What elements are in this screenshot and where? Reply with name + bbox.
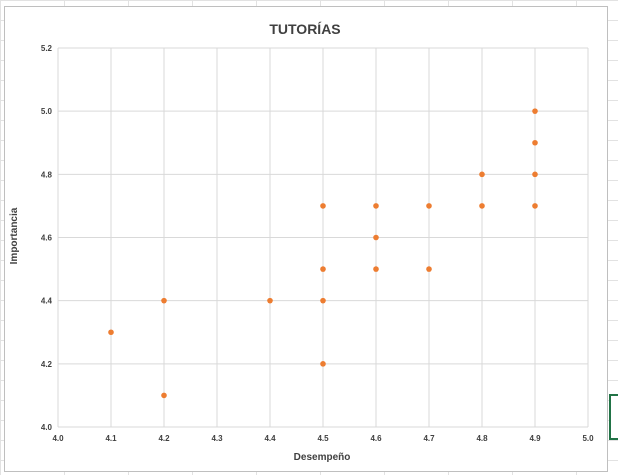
data-point bbox=[479, 203, 485, 209]
data-point bbox=[532, 203, 538, 209]
y-tick-label: 5.0 bbox=[41, 107, 53, 116]
chart-title: TUTORÍAS bbox=[269, 21, 340, 37]
data-point bbox=[320, 203, 326, 209]
y-tick-label: 4.0 bbox=[41, 423, 53, 432]
x-tick-label: 4.0 bbox=[52, 434, 64, 443]
x-axis-label: Desempeño bbox=[294, 452, 351, 463]
x-tick-label: 5.0 bbox=[582, 434, 594, 443]
chart-area[interactable] bbox=[4, 6, 608, 472]
data-point bbox=[320, 297, 326, 304]
data-point bbox=[320, 361, 326, 367]
x-tick-label: 4.9 bbox=[529, 434, 541, 443]
x-tick-label: 4.1 bbox=[105, 434, 117, 443]
data-point bbox=[532, 108, 538, 114]
gridlines bbox=[57, 47, 589, 428]
data-points bbox=[108, 108, 538, 399]
x-tick-label: 4.2 bbox=[158, 434, 170, 443]
data-point bbox=[426, 203, 432, 209]
x-tick-label: 4.7 bbox=[423, 434, 435, 443]
y-axis-label: Importancia bbox=[9, 207, 20, 264]
y-tick-label: 4.8 bbox=[41, 170, 53, 179]
data-point bbox=[267, 297, 273, 304]
x-tick-label: 4.8 bbox=[476, 434, 488, 443]
y-tick-label: 4.2 bbox=[41, 360, 53, 369]
x-tick-label: 4.3 bbox=[211, 434, 223, 443]
data-point bbox=[532, 171, 538, 178]
y-tick-label: 5.2 bbox=[41, 44, 53, 53]
data-point bbox=[320, 266, 326, 272]
data-point bbox=[373, 203, 379, 209]
data-point bbox=[426, 266, 432, 272]
data-point bbox=[161, 297, 167, 304]
y-tick-label: 4.4 bbox=[41, 297, 53, 306]
data-point bbox=[479, 171, 485, 178]
x-tick-label: 4.5 bbox=[317, 434, 329, 443]
data-point bbox=[108, 329, 114, 336]
x-tick-label: 4.6 bbox=[370, 434, 382, 443]
data-point bbox=[373, 266, 379, 272]
data-point bbox=[532, 139, 538, 146]
x-tick-label: 4.4 bbox=[264, 434, 276, 443]
x-axis-ticks: 4.0 4.1 4.2 4.3 4.4 4.5 4.6 4.7 4.8 4.9 5.0 bbox=[52, 434, 594, 443]
y-tick-label: 4.6 bbox=[41, 234, 53, 243]
data-point bbox=[373, 234, 379, 241]
data-point bbox=[161, 392, 167, 399]
y-axis-ticks: 4.0 4.2 4.4 4.6 4.8 5.0 5.2 bbox=[41, 44, 53, 432]
selected-cell[interactable] bbox=[609, 394, 618, 440]
